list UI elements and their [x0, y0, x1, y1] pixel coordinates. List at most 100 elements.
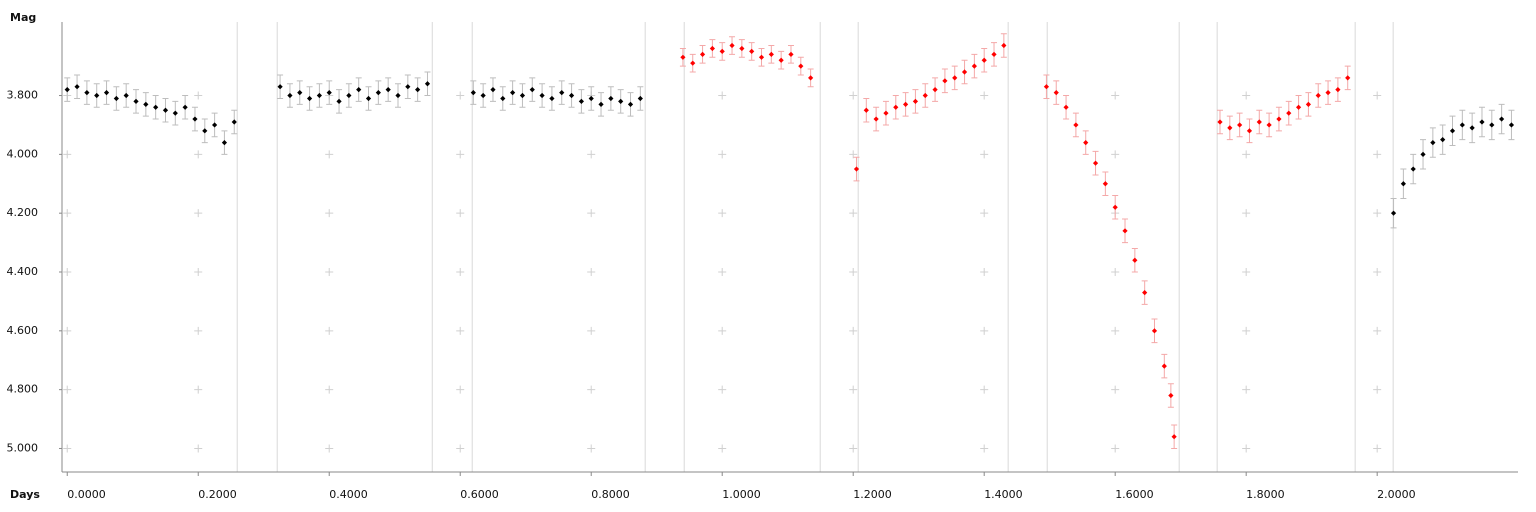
- grid-cross: [194, 209, 203, 218]
- grid-cross: [980, 150, 989, 159]
- point: [1390, 210, 1397, 216]
- point: [1440, 137, 1446, 143]
- grid-cross: [1111, 385, 1120, 394]
- point: [113, 95, 119, 102]
- grid-cross: [718, 209, 727, 218]
- point: [231, 119, 237, 125]
- point: [1479, 119, 1485, 125]
- point: [375, 89, 381, 96]
- point: [1449, 128, 1456, 134]
- grid-cross: [718, 268, 727, 276]
- grid-cross: [456, 385, 465, 394]
- grid-cross: [849, 150, 858, 159]
- grid-cross: [1111, 150, 1120, 159]
- point: [883, 110, 889, 116]
- point: [719, 48, 725, 55]
- grid-cross: [325, 444, 334, 453]
- x-tick-label: 1.4000: [984, 488, 1023, 501]
- point: [893, 104, 899, 110]
- grid-cross: [1373, 209, 1382, 218]
- x-tick-label: 0.6000: [460, 488, 499, 501]
- point: [500, 95, 506, 102]
- point: [798, 63, 804, 69]
- point: [1102, 181, 1108, 187]
- grid-cross: [980, 91, 989, 100]
- point: [932, 87, 938, 93]
- x-tick-label: 0.0000: [67, 488, 106, 501]
- point: [395, 92, 401, 99]
- point: [470, 89, 476, 96]
- point: [1499, 116, 1505, 122]
- point: [758, 54, 765, 60]
- point: [510, 89, 516, 96]
- point: [424, 81, 431, 87]
- point: [1430, 139, 1436, 146]
- grid-cross: [194, 268, 203, 276]
- grid-cross: [587, 268, 596, 276]
- grid-cross: [1242, 268, 1251, 276]
- grid-cross: [849, 385, 858, 394]
- point: [519, 92, 526, 99]
- point: [405, 84, 411, 90]
- grid-cross: [456, 150, 465, 159]
- x-tick-label: 1.8000: [1246, 488, 1285, 501]
- grid-cross: [194, 385, 203, 394]
- grid-cross: [849, 209, 858, 218]
- point: [1151, 328, 1158, 334]
- x-tick-label: 1.6000: [1115, 488, 1154, 501]
- point: [709, 45, 715, 52]
- point: [1073, 122, 1079, 128]
- point: [202, 128, 208, 134]
- point: [346, 92, 352, 99]
- point: [618, 98, 624, 105]
- grid-cross: [1242, 326, 1251, 335]
- point: [539, 92, 545, 99]
- point: [143, 101, 149, 107]
- point: [903, 101, 909, 107]
- point: [1122, 228, 1128, 234]
- point: [778, 57, 784, 63]
- point: [1112, 204, 1118, 210]
- grid-cross: [1111, 444, 1120, 453]
- grid-cross: [1242, 385, 1251, 394]
- grid-cross: [325, 268, 334, 276]
- point: [559, 89, 565, 96]
- point: [971, 63, 977, 69]
- grid-cross: [1242, 91, 1251, 100]
- grid-cross: [456, 209, 465, 218]
- point: [1246, 128, 1253, 134]
- grid-cross: [325, 326, 334, 335]
- point: [598, 101, 604, 107]
- grid-cross: [849, 444, 858, 453]
- point: [1400, 181, 1406, 187]
- y-tick-label: 3.800: [7, 89, 39, 102]
- point: [192, 116, 198, 122]
- point: [729, 42, 735, 49]
- point: [690, 60, 696, 66]
- grid-cross: [1373, 385, 1382, 394]
- point: [952, 75, 958, 81]
- grid-cross: [1111, 326, 1120, 335]
- point: [1043, 84, 1050, 90]
- point: [637, 95, 643, 102]
- point: [490, 87, 496, 93]
- point: [1276, 116, 1282, 122]
- point: [788, 51, 794, 57]
- point: [749, 48, 755, 55]
- point: [1092, 160, 1099, 166]
- point: [1053, 89, 1059, 96]
- point: [94, 92, 100, 99]
- point: [1266, 122, 1272, 128]
- point: [1325, 89, 1331, 96]
- point: [739, 45, 745, 52]
- point: [123, 92, 129, 99]
- point: [356, 87, 362, 93]
- point: [64, 87, 70, 93]
- point: [133, 98, 139, 105]
- point: [326, 89, 332, 96]
- grid-cross: [194, 91, 203, 100]
- point: [680, 54, 686, 60]
- grid-cross: [325, 209, 334, 218]
- grid-cross: [849, 91, 858, 100]
